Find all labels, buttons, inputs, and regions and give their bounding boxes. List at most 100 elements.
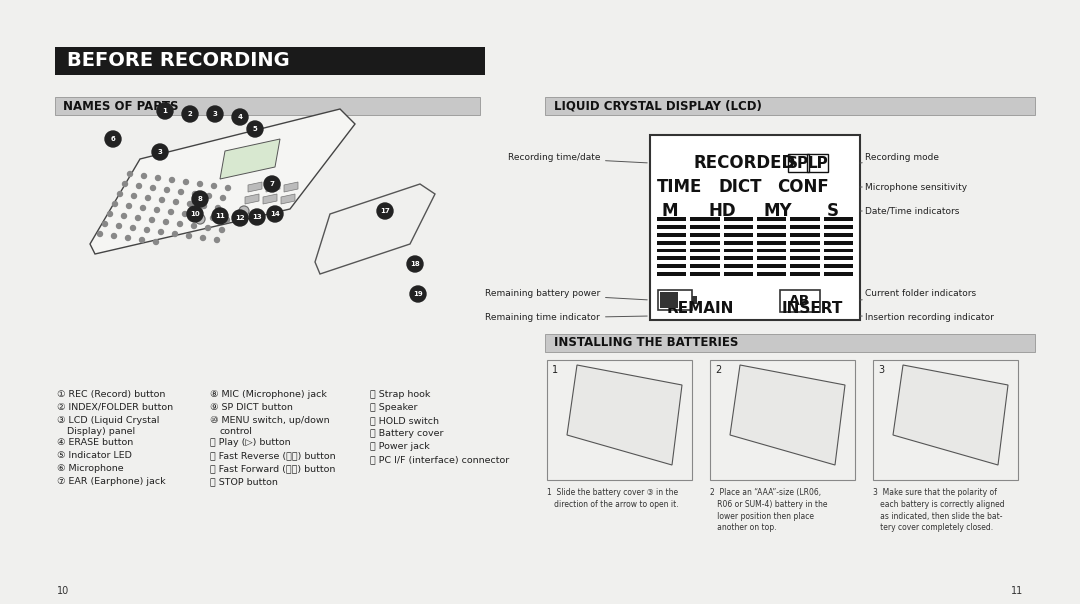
Polygon shape (315, 184, 435, 274)
Text: 3: 3 (213, 111, 217, 117)
Bar (690, 272, 719, 276)
Circle shape (220, 196, 226, 201)
Text: AB: AB (789, 294, 811, 308)
Bar (791, 248, 820, 252)
Text: ⑬ Fast Forward (⏩⏩) button: ⑬ Fast Forward (⏩⏩) button (210, 464, 336, 473)
Text: 3: 3 (158, 149, 162, 155)
Circle shape (140, 205, 146, 211)
Circle shape (217, 210, 227, 220)
Circle shape (247, 121, 264, 137)
Text: 3  Make sure that the polarity of
   each battery is correctly aligned
   as ind: 3 Make sure that the polarity of each ba… (873, 488, 1004, 532)
Circle shape (377, 203, 393, 219)
Circle shape (149, 217, 154, 222)
Circle shape (118, 191, 122, 196)
Polygon shape (281, 194, 295, 204)
Text: ⑧ MIC (Microphone) jack: ⑧ MIC (Microphone) jack (210, 390, 327, 399)
Text: ② INDEX/FOLDER button: ② INDEX/FOLDER button (57, 403, 173, 412)
Text: Recording mode: Recording mode (860, 153, 939, 163)
Text: ⑱ Battery cover: ⑱ Battery cover (370, 429, 444, 438)
Circle shape (183, 211, 188, 216)
Circle shape (178, 190, 184, 194)
Polygon shape (90, 109, 355, 254)
Bar (657, 233, 686, 237)
Circle shape (126, 204, 132, 208)
Text: S: S (827, 202, 839, 220)
Circle shape (206, 193, 212, 199)
Text: 10: 10 (57, 586, 69, 596)
Polygon shape (284, 182, 298, 192)
Circle shape (225, 217, 229, 222)
Circle shape (153, 240, 159, 245)
Text: ⑰ HOLD switch: ⑰ HOLD switch (370, 416, 438, 425)
Text: CONF: CONF (778, 178, 828, 196)
Text: INSERT: INSERT (781, 301, 842, 316)
Bar (690, 233, 719, 237)
Circle shape (212, 184, 216, 188)
Text: Date/Time indicators: Date/Time indicators (860, 207, 959, 216)
Circle shape (141, 173, 147, 179)
Text: 2  Place an “AAA”-size (LR06,
   R06 or SUM-4) battery in the
   lower position : 2 Place an “AAA”-size (LR06, R06 or SUM-… (710, 488, 827, 532)
Bar (690, 265, 719, 268)
Text: TIME: TIME (658, 178, 703, 196)
Bar (724, 265, 753, 268)
Bar (650, 135, 860, 320)
Circle shape (211, 216, 216, 220)
Circle shape (112, 202, 118, 207)
Bar (791, 272, 820, 276)
Circle shape (198, 181, 203, 187)
Circle shape (139, 237, 145, 242)
Text: Insertion recording indicator: Insertion recording indicator (860, 313, 994, 323)
Bar (657, 256, 686, 260)
Polygon shape (893, 365, 1008, 465)
Text: 17: 17 (380, 208, 390, 214)
Text: Recording time/date: Recording time/date (508, 153, 647, 163)
Bar (545, 97, 1035, 115)
Bar (724, 240, 753, 245)
Text: Microphone sensitivity: Microphone sensitivity (860, 182, 967, 191)
Bar (824, 217, 853, 221)
Text: ⑦ EAR (Earphone) jack: ⑦ EAR (Earphone) jack (57, 477, 165, 486)
Circle shape (163, 219, 168, 225)
Text: ⑮ Strap hook: ⑮ Strap hook (370, 390, 430, 399)
Text: 13: 13 (252, 214, 261, 220)
Text: INSTALLING THE BATTERIES: INSTALLING THE BATTERIES (554, 336, 739, 350)
Circle shape (205, 225, 211, 231)
Text: control: control (220, 427, 253, 436)
Circle shape (170, 178, 175, 182)
Bar (55, 97, 480, 115)
Bar (724, 233, 753, 237)
Circle shape (122, 181, 127, 187)
Text: HD: HD (708, 202, 735, 220)
Text: ⑯ Speaker: ⑯ Speaker (370, 403, 418, 412)
Circle shape (183, 106, 198, 122)
Text: 2: 2 (188, 111, 192, 117)
Text: ⑥ Microphone: ⑥ Microphone (57, 464, 123, 473)
Bar (690, 248, 719, 252)
Circle shape (152, 144, 168, 160)
Text: 6: 6 (110, 136, 116, 142)
Bar (791, 225, 820, 229)
Text: 3: 3 (878, 365, 885, 375)
Bar (757, 225, 786, 229)
Text: 19: 19 (414, 291, 423, 297)
Text: ⑤ Indicator LED: ⑤ Indicator LED (57, 451, 132, 460)
Circle shape (239, 206, 249, 216)
Circle shape (184, 179, 189, 184)
Bar (657, 225, 686, 229)
Bar (724, 217, 753, 221)
Text: 1: 1 (552, 365, 558, 375)
Circle shape (136, 184, 141, 188)
Text: ⑪ Play (▷) button: ⑪ Play (▷) button (210, 438, 291, 447)
Text: REMAIN: REMAIN (666, 301, 733, 316)
Bar (824, 272, 853, 276)
Circle shape (407, 256, 423, 272)
Circle shape (187, 206, 203, 222)
Text: LP: LP (808, 155, 828, 170)
Circle shape (215, 237, 219, 242)
Text: 18: 18 (410, 261, 420, 267)
Bar (657, 217, 686, 221)
Bar (757, 217, 786, 221)
Circle shape (226, 185, 230, 190)
Text: 12: 12 (235, 215, 245, 221)
Circle shape (103, 222, 108, 226)
